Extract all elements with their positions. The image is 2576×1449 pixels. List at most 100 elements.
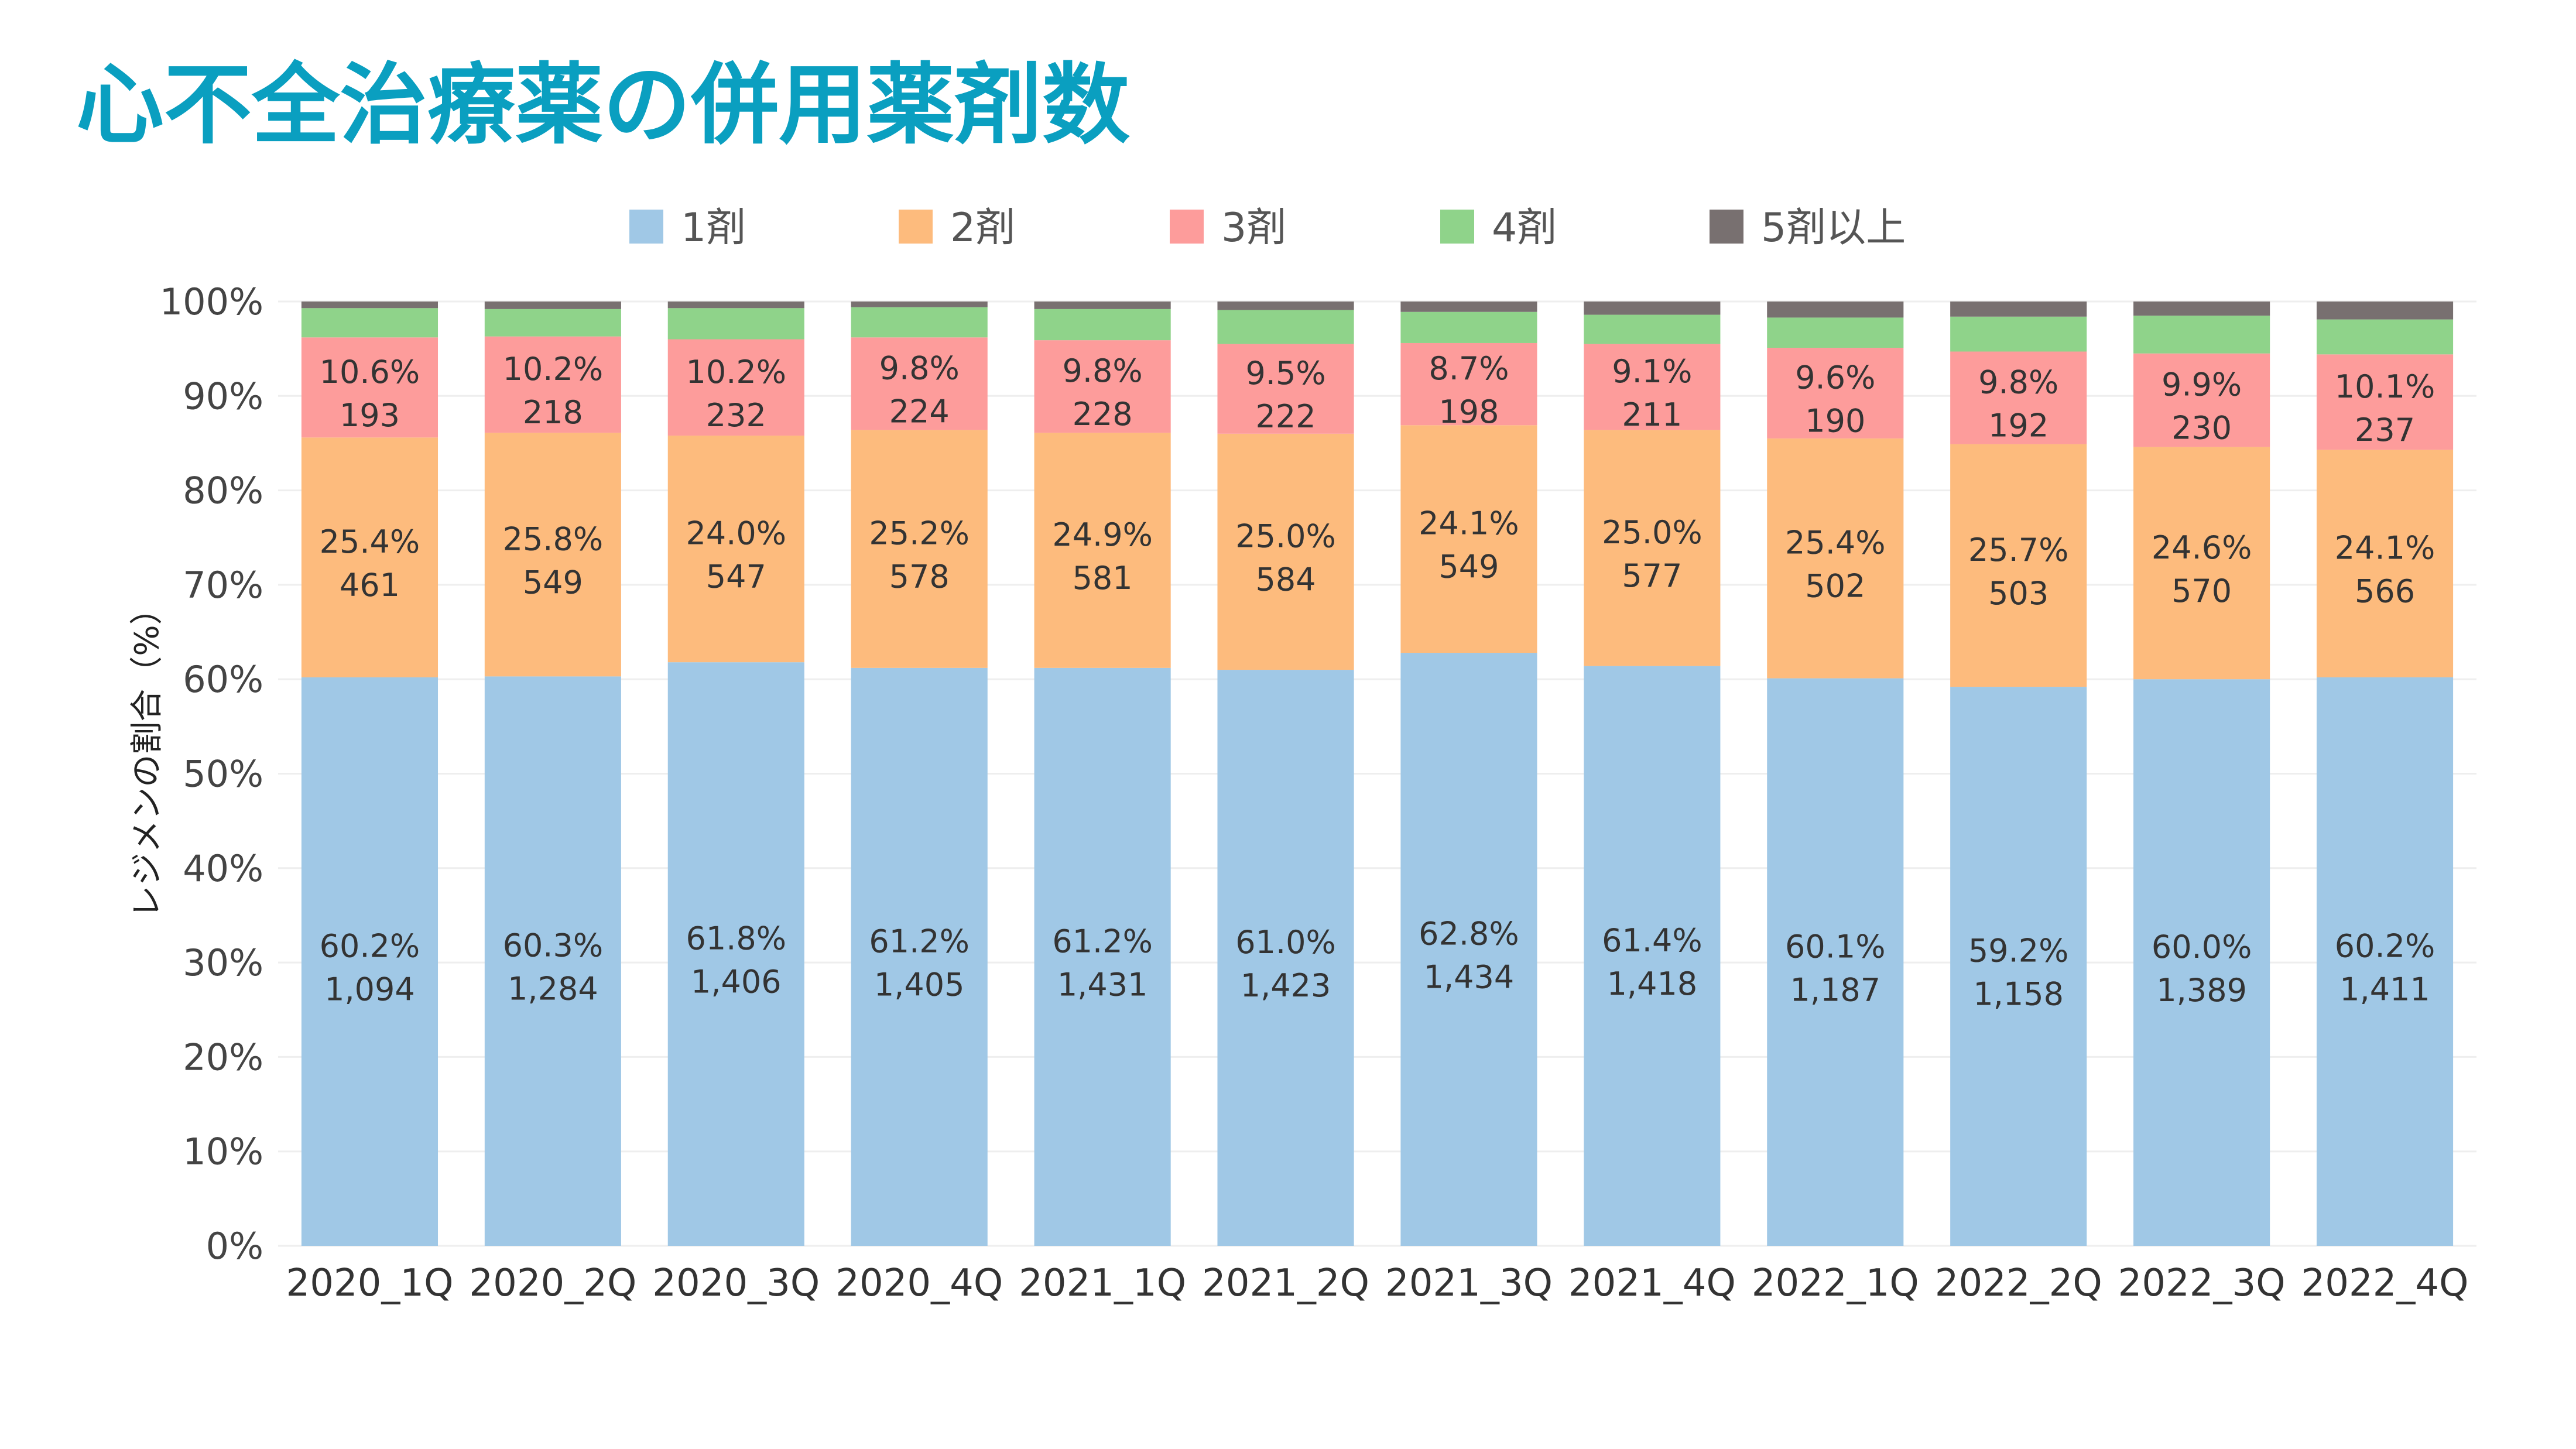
data-label-count: 581	[1073, 560, 1133, 597]
x-tick-label: 2020_1Q	[286, 1262, 453, 1305]
data-label-percent: 61.2%	[1052, 923, 1153, 960]
bar-segment	[2133, 447, 2270, 680]
bar-stack: 61.8% 1,406 24.0% 547 10.2% 232	[667, 302, 804, 1246]
data-label-percent: 60.2%	[320, 927, 420, 964]
x-tick-label: 2021_2Q	[1202, 1262, 1369, 1305]
bar-segment	[1034, 433, 1171, 668]
bar-segment	[851, 302, 988, 307]
bar-segment	[1584, 344, 1721, 430]
bar-segment	[1767, 438, 1904, 679]
x-tick-label: 2020_2Q	[469, 1262, 636, 1305]
data-label-count: 578	[889, 559, 950, 595]
bar-segment	[851, 430, 988, 668]
bar-stack: 59.2% 1,158 25.7% 503 9.8% 192	[1950, 302, 2087, 1246]
data-label-count: 1,158	[1973, 976, 2064, 1013]
data-label-count: 1,418	[1607, 965, 1698, 1002]
bar-segment	[484, 309, 621, 337]
data-label-count: 211	[1622, 396, 1682, 433]
data-label-percent: 25.4%	[1785, 525, 1886, 561]
bar-segment	[1767, 348, 1904, 439]
data-label-percent: 9.8%	[1063, 352, 1143, 389]
data-label-count: 1,411	[2339, 971, 2430, 1008]
bar-segment	[667, 302, 804, 309]
y-tick-label: 0%	[206, 1225, 263, 1268]
legend-swatch	[1170, 210, 1204, 244]
legend-label: 2剤	[950, 205, 1015, 251]
data-label-percent: 25.4%	[320, 523, 420, 560]
legend-item: 5剤以上	[1710, 205, 1906, 251]
data-label-percent: 9.8%	[1978, 364, 2058, 401]
y-tick-label: 80%	[183, 470, 263, 512]
bar-segment	[851, 667, 988, 1246]
data-label-count: 232	[706, 397, 766, 434]
data-label-count: 1,284	[508, 971, 598, 1008]
legend-swatch	[1710, 210, 1743, 244]
legend-swatch	[899, 210, 933, 244]
data-label-count: 224	[889, 393, 950, 430]
gridlines	[278, 300, 2476, 1247]
bar-segment	[1767, 302, 1904, 318]
data-label-percent: 25.8%	[503, 520, 604, 557]
data-label-percent: 60.0%	[2152, 929, 2252, 965]
bar-segment	[1767, 317, 1904, 348]
data-label-count: 1,405	[874, 966, 965, 1003]
bar-segment	[301, 308, 439, 338]
bar-segment	[851, 307, 988, 338]
bar-segment	[2316, 354, 2454, 450]
y-tick-label: 20%	[183, 1036, 263, 1078]
bar-segment	[1584, 430, 1721, 666]
y-tick-label: 10%	[183, 1131, 263, 1173]
bar-stack: 60.2% 1,094 25.4% 461 10.6% 193	[301, 302, 439, 1246]
data-label-count: 193	[340, 397, 400, 434]
data-label-count: 547	[706, 559, 766, 595]
data-label-count: 1,431	[1057, 966, 1148, 1003]
bar-segment	[484, 302, 621, 309]
data-label-percent: 61.4%	[1602, 922, 1703, 959]
data-label-percent: 62.8%	[1419, 916, 1519, 953]
legend-label: 4剤	[1492, 205, 1557, 251]
bar-segment	[484, 336, 621, 433]
data-label-percent: 10.6%	[320, 354, 420, 390]
data-label-percent: 9.6%	[1795, 359, 1875, 396]
x-tick-label: 2022_3Q	[2118, 1262, 2286, 1305]
bar-segment	[667, 436, 804, 663]
data-label-percent: 24.9%	[1052, 516, 1153, 553]
bar-segment	[1400, 653, 1537, 1246]
data-label-count: 1,434	[1424, 959, 1515, 996]
data-label-count: 222	[1256, 398, 1316, 435]
data-label-count: 198	[1438, 393, 1499, 430]
data-label-count: 1,423	[1241, 967, 1331, 1004]
bar-stack: 61.4% 1,418 25.0% 577 9.1% 211	[1584, 302, 1721, 1246]
x-axis: 2020_1Q 2020_2Q 2020_3Q 2020_4Q 2021_1Q 2021_…	[286, 1262, 2468, 1305]
bar-segment	[1034, 340, 1171, 433]
x-tick-label: 2021_4Q	[1568, 1262, 1736, 1305]
bar-segment	[301, 337, 439, 438]
bar-stack: 62.8% 1,434 24.1% 549 8.7% 198	[1400, 302, 1537, 1246]
bar-segment	[1950, 444, 2087, 687]
legend-label: 5剤以上	[1761, 205, 1906, 251]
bar-stack: 61.2% 1,405 25.2% 578 9.8% 224	[851, 302, 988, 1246]
legend: 1剤 2剤 3剤 4剤 5剤以上	[629, 205, 1906, 251]
data-label-count: 584	[1256, 561, 1316, 598]
bar-segment	[1950, 302, 2087, 317]
bar-segment	[301, 302, 439, 309]
data-label-percent: 24.1%	[2335, 530, 2435, 567]
data-label-percent: 61.8%	[686, 920, 787, 957]
data-label-count: 503	[1988, 575, 2049, 612]
legend-swatch	[1440, 210, 1474, 244]
data-label-percent: 9.1%	[1612, 353, 1692, 390]
bar-segment	[1584, 666, 1721, 1246]
bar-segment	[851, 337, 988, 430]
bar-segment	[2316, 677, 2454, 1246]
data-label-percent: 60.2%	[2335, 927, 2435, 964]
bar-segment	[301, 437, 439, 677]
bar-stack: 60.0% 1,389 24.6% 570 9.9% 230	[2133, 302, 2270, 1246]
bar-segment	[1584, 314, 1721, 344]
bar-segment	[667, 662, 804, 1246]
data-label-count: 577	[1622, 557, 1682, 594]
legend-item: 4剤	[1440, 205, 1557, 251]
data-label-percent: 9.5%	[1245, 355, 1325, 392]
data-label-percent: 10.2%	[686, 354, 787, 390]
bar-segment	[1767, 678, 1904, 1246]
data-label-percent: 9.8%	[879, 350, 960, 386]
